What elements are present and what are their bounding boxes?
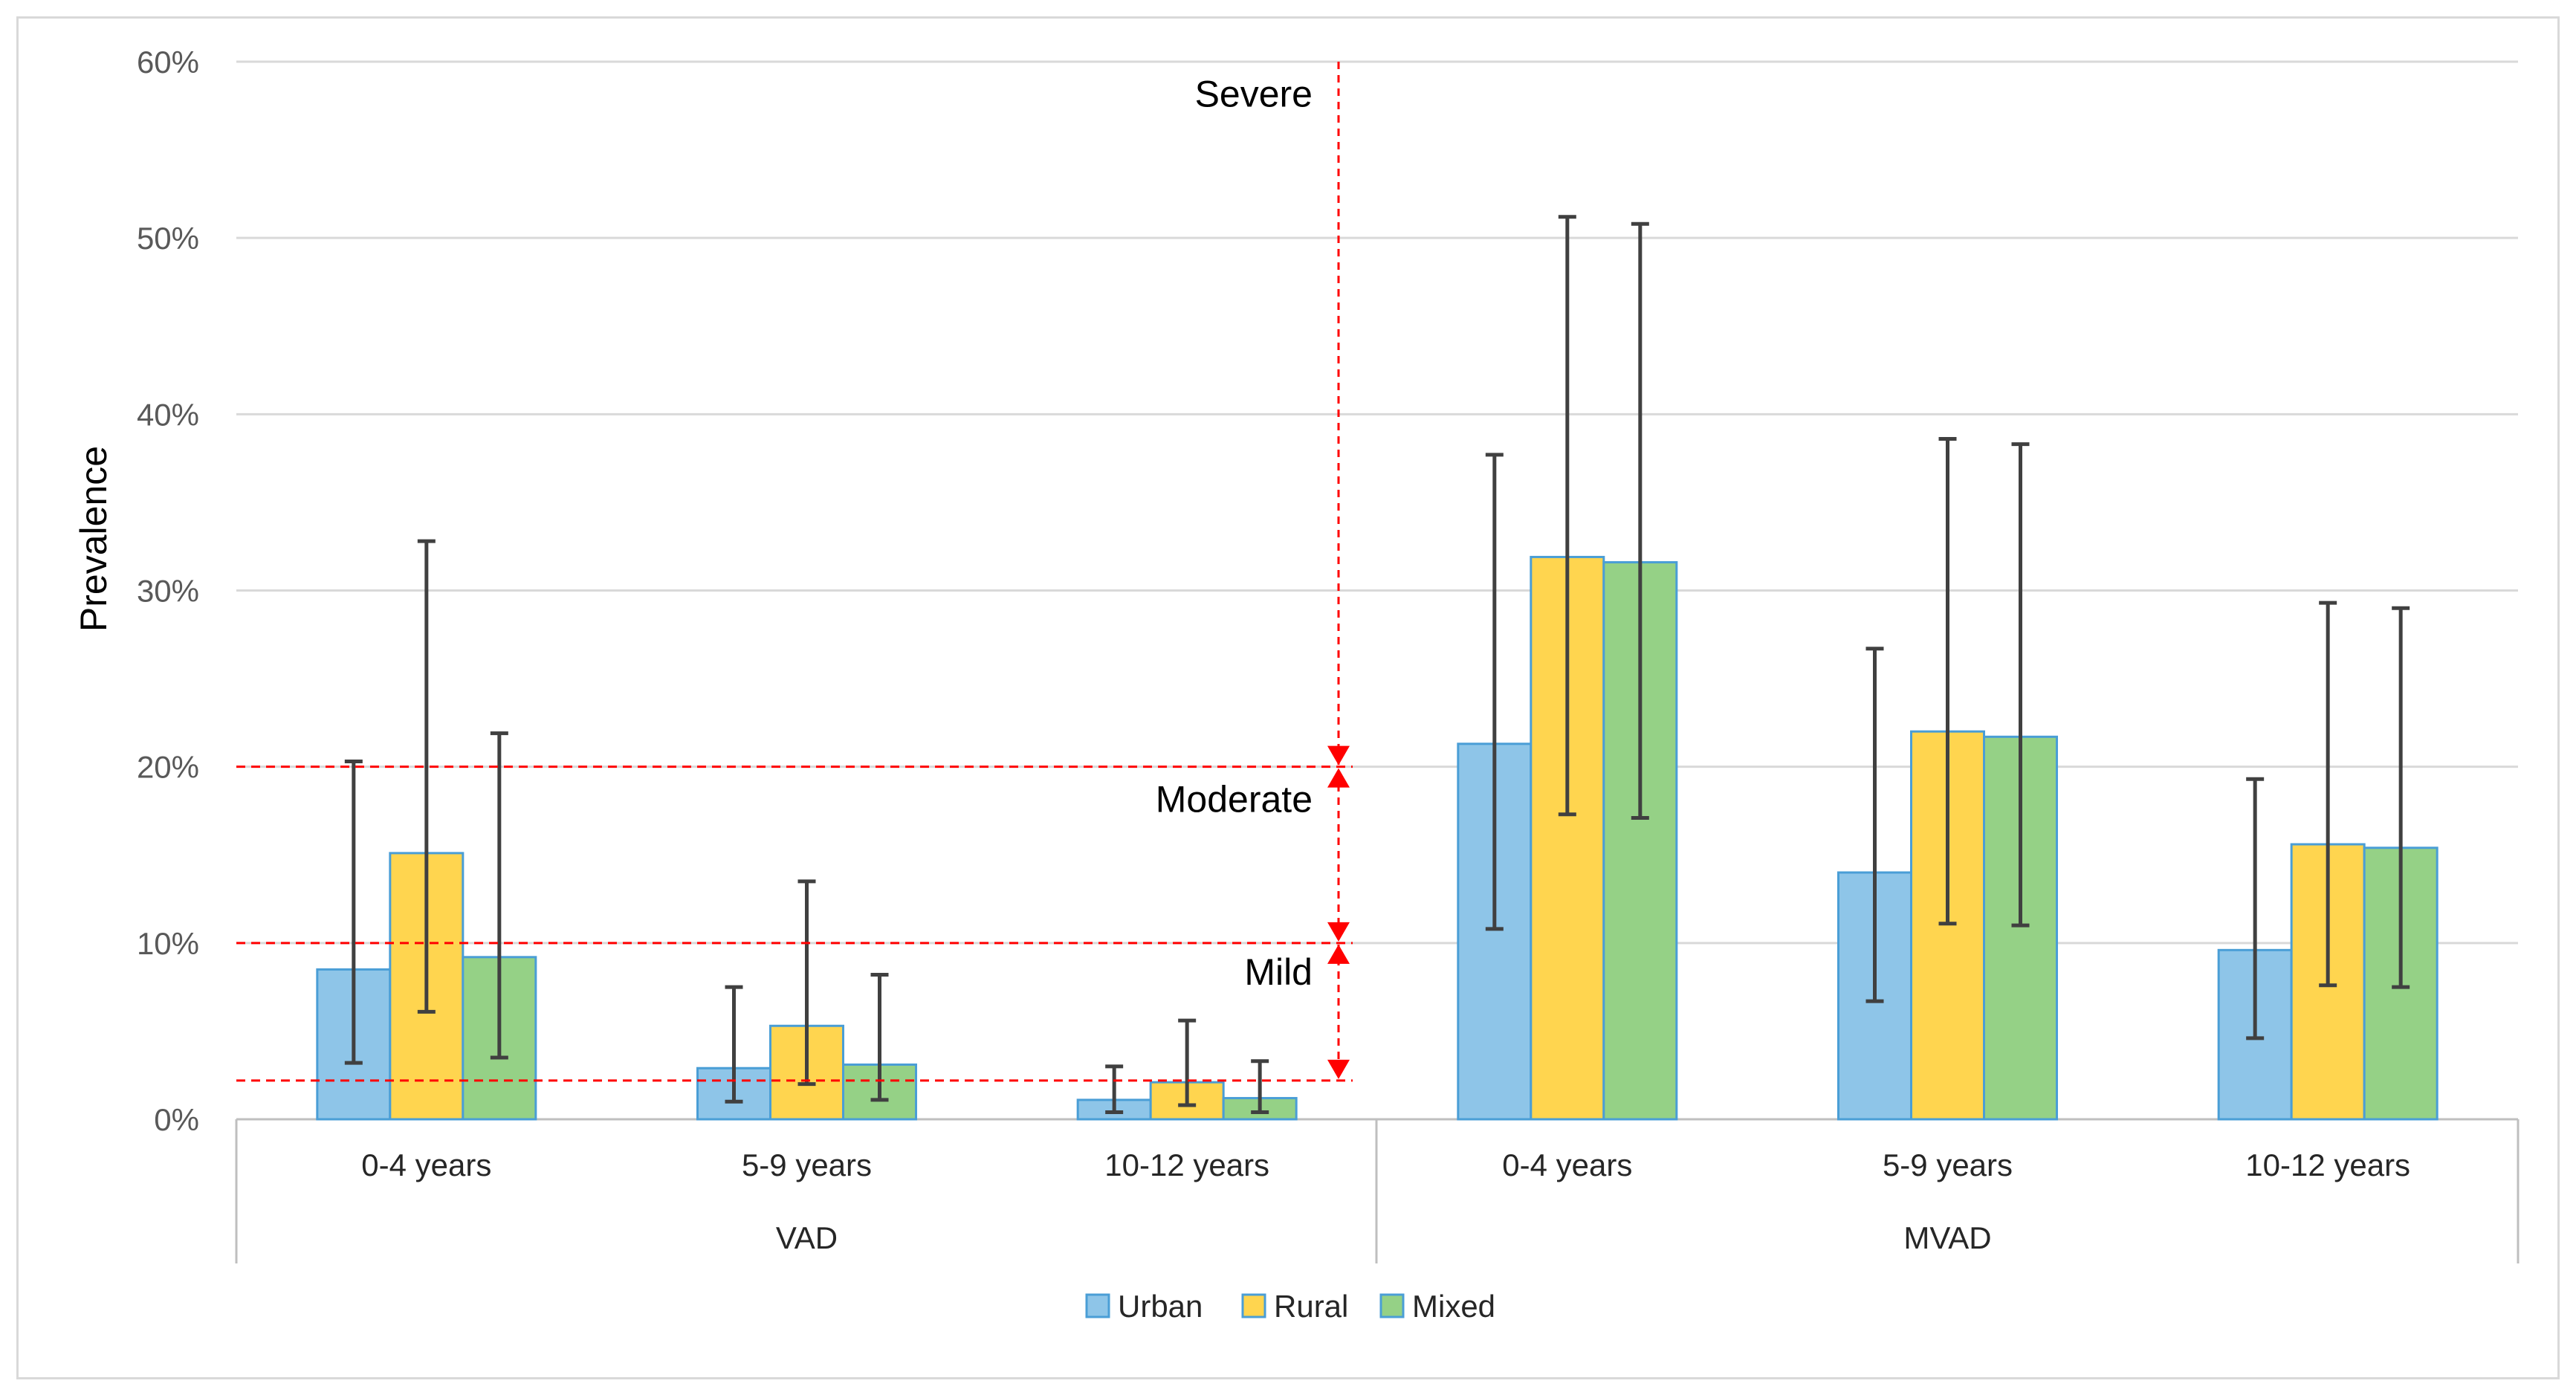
legend-swatch-mixed [1379,1293,1405,1318]
legend-label-mixed: Mixed [1412,1289,1495,1324]
y-tick-label: 0% [154,1102,199,1137]
x-category-label: 5-9 years [742,1148,872,1182]
threshold-label: Moderate [1156,778,1313,820]
threshold-annotations: Severe Moderate Mild [236,62,1353,1082]
gridlines [236,60,2518,945]
arrow-head-down [1327,1059,1350,1079]
error-bar [1178,1018,1197,1107]
error-bar [490,731,508,1060]
error-bars [344,215,2410,1115]
axes [235,1118,2520,1263]
error-bar [725,985,743,1104]
arrow-head-up [1327,768,1350,788]
error-bar [2392,606,2410,989]
chart-frame [16,16,2560,1379]
y-tick-label: 20% [137,750,199,785]
error-bar [1105,1064,1124,1115]
error-bar [1865,647,1884,1003]
legend: Urban Rural Mixed [1085,1289,1495,1324]
legend-swatch-urban [1085,1293,1110,1318]
error-bar [1485,453,1504,931]
error-bar [870,973,889,1102]
error-bar [797,879,816,1087]
error-bar [417,539,436,1014]
arrow-head-down [1327,922,1350,942]
error-bar [2246,777,2265,1040]
error-bar [2011,442,2030,928]
error-bar [344,760,363,1065]
y-tick-label: 60% [137,45,199,80]
bars [316,555,2439,1121]
error-bar [1558,215,1576,817]
error-bar [2319,601,2337,988]
error-bar [1631,221,1649,820]
arrow-head-up [1327,944,1350,964]
threshold-label: Mild [1244,951,1313,993]
error-bar [1251,1059,1269,1115]
threshold-label: Severe [1195,74,1313,115]
y-axis-label: Prevalence [73,446,114,632]
legend-swatch-rural [1241,1293,1266,1318]
x-category-label: 0-4 years [361,1148,491,1182]
y-tick-label: 50% [137,221,199,256]
legend-label-urban: Urban [1118,1289,1203,1324]
x-axis-labels: 0-4 years 5-9 years 10-12 years VAD 0-4 year… [361,1148,2410,1255]
error-bar [1938,437,1957,926]
x-category-label: 10-12 years [1104,1148,1269,1182]
x-category-label: 0-4 years [1502,1148,1632,1182]
x-group-label: MVAD [1903,1220,1991,1255]
y-tick-label: 40% [137,397,199,432]
y-axis-ticks: 0% 10% 20% 30% 40% 50% 60% [137,45,199,1137]
y-tick-label: 10% [137,926,199,961]
arrow-head-down [1327,745,1350,766]
x-group-label: VAD [776,1220,838,1255]
x-category-label: 5-9 years [1883,1148,2013,1182]
x-category-label: 10-12 years [2245,1148,2410,1182]
y-tick-label: 30% [137,574,199,609]
legend-label-rural: Rural [1274,1289,1348,1324]
